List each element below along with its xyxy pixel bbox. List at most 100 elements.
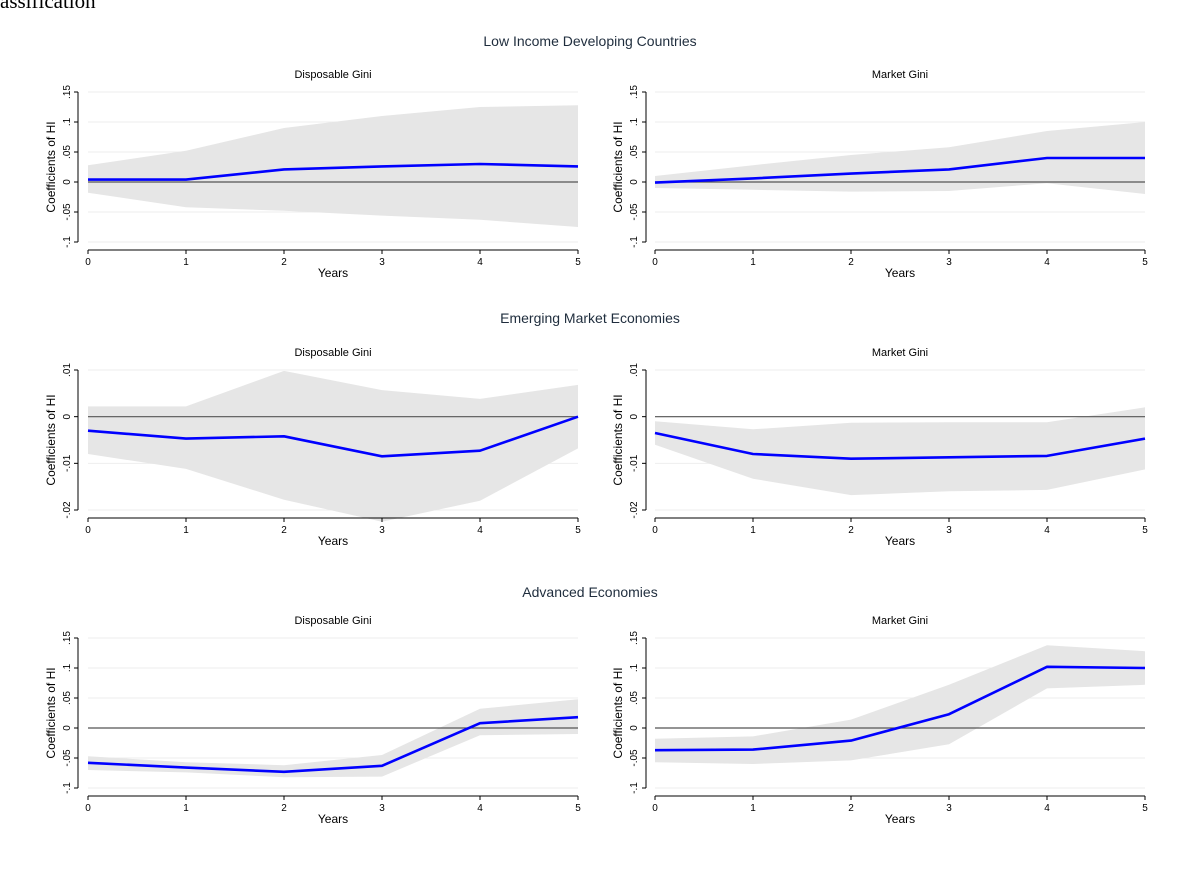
- y-tick-label: .05: [629, 691, 640, 705]
- y-tick-label: .1: [629, 117, 640, 126]
- x-tick-label: 1: [183, 803, 189, 814]
- group-title: Advanced Economies: [522, 584, 657, 600]
- x-tick-label: 4: [1044, 803, 1050, 814]
- chart-panel: Market Gini -.02 -.01 0 .01 Coefficients of H…: [611, 347, 1148, 548]
- x-tick-label: 4: [477, 257, 483, 268]
- confidence-band: [655, 645, 1145, 764]
- y-axis-label: Coefficients of HI: [611, 394, 625, 485]
- y-tick-label: 0: [62, 413, 73, 419]
- x-axis-label: Years: [318, 534, 348, 548]
- x-tick-label: 0: [652, 803, 658, 814]
- x-tick-label: 5: [1142, 803, 1148, 814]
- y-axis-label: Coefficients of HI: [44, 667, 58, 758]
- x-tick-label: 1: [183, 525, 189, 536]
- x-axis-label: Years: [318, 266, 348, 280]
- confidence-band: [88, 105, 578, 227]
- y-tick-label: .05: [62, 145, 73, 159]
- y-tick-label: 0: [629, 179, 640, 185]
- x-tick-label: 3: [946, 525, 952, 536]
- y-tick-label: -.1: [629, 236, 640, 248]
- y-tick-label: .01: [629, 363, 640, 377]
- x-tick-label: 3: [946, 257, 952, 268]
- x-tick-label: 2: [281, 257, 287, 268]
- y-tick-label: .15: [62, 631, 73, 645]
- x-tick-label: 1: [750, 525, 756, 536]
- series-line: [654, 156, 1145, 184]
- x-tick-label: 5: [1142, 257, 1148, 268]
- y-axis-label: Coefficients of HI: [611, 121, 625, 212]
- chart-panel: Disposable Gini -.1 -.05 0 .05 .1 .15 Coefficie…: [44, 615, 581, 826]
- y-tick-label: -.05: [62, 749, 73, 767]
- confidence-band: [655, 407, 1145, 496]
- y-tick-label: .15: [629, 631, 640, 645]
- x-tick-label: 0: [85, 803, 91, 814]
- y-tick-label: -.05: [629, 749, 640, 767]
- chart-panel: Market Gini -.1 -.05 0 .05 .1 .15 Coefficients …: [611, 69, 1148, 280]
- x-axis-label: Years: [318, 812, 348, 826]
- confidence-band: [88, 699, 578, 778]
- x-tick-label: 5: [575, 803, 581, 814]
- y-tick-label: -.1: [62, 236, 73, 248]
- x-tick-label: 2: [281, 803, 287, 814]
- group-title: Low Income Developing Countries: [483, 33, 696, 49]
- panel-title: Disposable Gini: [294, 347, 371, 359]
- y-axis-label: Coefficients of HI: [611, 667, 625, 758]
- x-axis-label: Years: [885, 812, 915, 826]
- x-tick-label: 5: [1142, 525, 1148, 536]
- panel-title: Disposable Gini: [294, 615, 371, 627]
- page-title-fragment: assification: [0, 0, 96, 13]
- x-tick-label: 5: [575, 525, 581, 536]
- y-tick-label: -.01: [629, 454, 640, 472]
- y-tick-label: .1: [62, 663, 73, 672]
- y-tick-label: -.02: [629, 501, 640, 519]
- x-tick-label: 4: [477, 803, 483, 814]
- y-tick-label: .05: [629, 145, 640, 159]
- series-line: [654, 665, 1146, 752]
- series-line: [87, 415, 579, 458]
- x-tick-label: 1: [750, 257, 756, 268]
- x-tick-label: 3: [946, 803, 952, 814]
- y-tick-label: -.05: [629, 203, 640, 221]
- x-tick-label: 3: [379, 525, 385, 536]
- chart-panel: Disposable Gini -.02 -.01 0 .01 Coefficients …: [44, 347, 581, 548]
- x-tick-label: 0: [652, 257, 658, 268]
- y-tick-label: .1: [629, 663, 640, 672]
- y-tick-label: -.1: [629, 782, 640, 794]
- x-tick-label: 2: [848, 257, 854, 268]
- y-tick-label: 0: [62, 725, 73, 731]
- y-tick-label: -.05: [62, 203, 73, 221]
- x-tick-label: 4: [1044, 525, 1050, 536]
- series-line: [88, 162, 579, 181]
- x-tick-label: 2: [281, 525, 287, 536]
- y-tick-label: 0: [629, 725, 640, 731]
- x-tick-label: 4: [477, 525, 483, 536]
- panel-title: Disposable Gini: [294, 69, 371, 81]
- x-tick-label: 3: [379, 257, 385, 268]
- y-tick-label: -.1: [62, 782, 73, 794]
- panel-title: Market Gini: [872, 69, 928, 81]
- x-axis-label: Years: [885, 266, 915, 280]
- panel-title: Market Gini: [872, 615, 928, 627]
- y-tick-label: .01: [62, 363, 73, 377]
- chart-panel: Market Gini -.1 -.05 0 .05 .1 .15 Coefficients …: [611, 615, 1148, 826]
- chart-panel: Disposable Gini -.1 -.05 0 .05 .1 .15 Coefficie…: [44, 69, 581, 280]
- y-axis-label: Coefficients of HI: [44, 394, 58, 485]
- x-tick-label: 1: [183, 257, 189, 268]
- y-tick-label: -.02: [62, 501, 73, 519]
- x-tick-label: 0: [85, 525, 91, 536]
- series-line: [87, 715, 579, 774]
- x-axis-label: Years: [885, 534, 915, 548]
- x-tick-label: 2: [848, 803, 854, 814]
- x-tick-label: 4: [1044, 257, 1050, 268]
- y-tick-label: .05: [62, 691, 73, 705]
- y-axis-label: Coefficients of HI: [44, 121, 58, 212]
- x-tick-label: 5: [575, 257, 581, 268]
- x-tick-label: 0: [85, 257, 91, 268]
- y-tick-label: 0: [629, 413, 640, 419]
- series-line: [654, 431, 1146, 461]
- y-tick-label: .1: [62, 117, 73, 126]
- y-tick-label: -.01: [62, 454, 73, 472]
- y-tick-label: .15: [62, 85, 73, 99]
- group-title: Emerging Market Economies: [500, 310, 680, 326]
